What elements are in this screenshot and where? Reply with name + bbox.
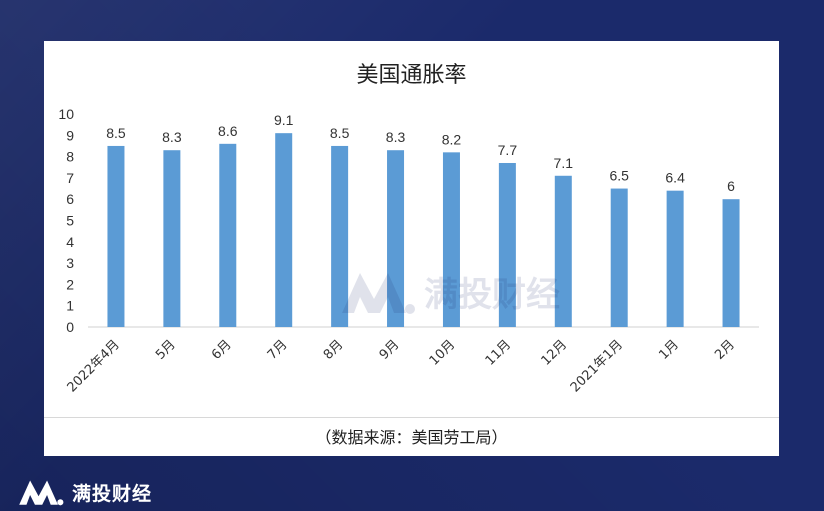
x-tick-label: 8月	[321, 337, 347, 363]
y-tick-label: 10	[58, 106, 74, 122]
bar	[554, 175, 572, 327]
data-label: 8.2	[442, 131, 462, 147]
x-tick-label: 11月	[483, 337, 514, 368]
bar	[331, 145, 349, 327]
data-label: 8.3	[386, 129, 406, 145]
bar	[387, 150, 405, 327]
brand-logo-icon	[342, 272, 415, 314]
y-tick-label: 6	[66, 191, 74, 207]
data-label: 8.5	[330, 125, 350, 141]
x-tick-label: 2022年4月	[65, 337, 123, 395]
y-tick-label: 5	[66, 213, 74, 229]
bar	[666, 190, 684, 327]
data-label: 6.4	[665, 170, 685, 186]
data-label: 9.1	[274, 112, 294, 128]
brand-footer: 满投财经	[18, 478, 152, 506]
source-note: （数据来源：美国劳工局）	[44, 417, 779, 457]
bar	[163, 150, 181, 327]
chart-card: 美国通胀率 0 1 2 3 4 5 6 7 8 9 10 8.5 2022年4月 8.3 5月 8.6 6月 9.…	[44, 41, 779, 456]
y-tick-label: 2	[66, 276, 74, 292]
bar-chart: 0 1 2 3 4 5 6 7 8 9 10 8.5 2022年4月 8.3 5月 8.6 6月 9.1 7月 8.5…	[58, 106, 759, 395]
data-label: 8.3	[162, 129, 182, 145]
brand-name: 满投财经	[72, 482, 153, 505]
y-tick-label: 9	[66, 127, 74, 143]
data-label: 7.1	[554, 155, 574, 171]
chart-title: 美国通胀率	[356, 63, 467, 88]
data-label: 6.5	[609, 168, 629, 184]
data-label: 7.7	[498, 142, 518, 158]
y-tick-label: 0	[66, 319, 74, 335]
data-label: 6	[727, 178, 735, 194]
bar	[442, 152, 460, 327]
bar	[107, 145, 125, 327]
x-tick-label: 1月	[656, 337, 682, 363]
data-label: 8.5	[106, 125, 126, 141]
x-tick-label: 9月	[377, 337, 403, 363]
y-tick-label: 4	[66, 234, 74, 250]
bar	[275, 133, 293, 327]
y-tick-label: 7	[66, 170, 74, 186]
x-tick-label: 5月	[153, 337, 179, 363]
bar	[498, 162, 516, 327]
bar	[219, 143, 237, 327]
x-tick-label: 2021年1月	[568, 337, 626, 395]
bar	[610, 188, 628, 327]
brand-logo-icon	[19, 480, 64, 506]
x-tick-label: 2月	[712, 337, 738, 363]
bar	[722, 199, 740, 327]
x-tick-label: 12月	[539, 337, 570, 368]
y-tick-label: 3	[66, 255, 74, 271]
y-tick-label: 8	[66, 149, 74, 165]
x-tick-label: 6月	[209, 337, 235, 363]
x-tick-label: 10月	[427, 337, 458, 368]
y-tick-label: 1	[66, 298, 74, 314]
x-tick-label: 7月	[265, 337, 291, 363]
watermark-text: 满投财经	[424, 275, 560, 315]
watermark: 满投财经	[340, 267, 560, 316]
data-label: 8.6	[218, 123, 238, 139]
